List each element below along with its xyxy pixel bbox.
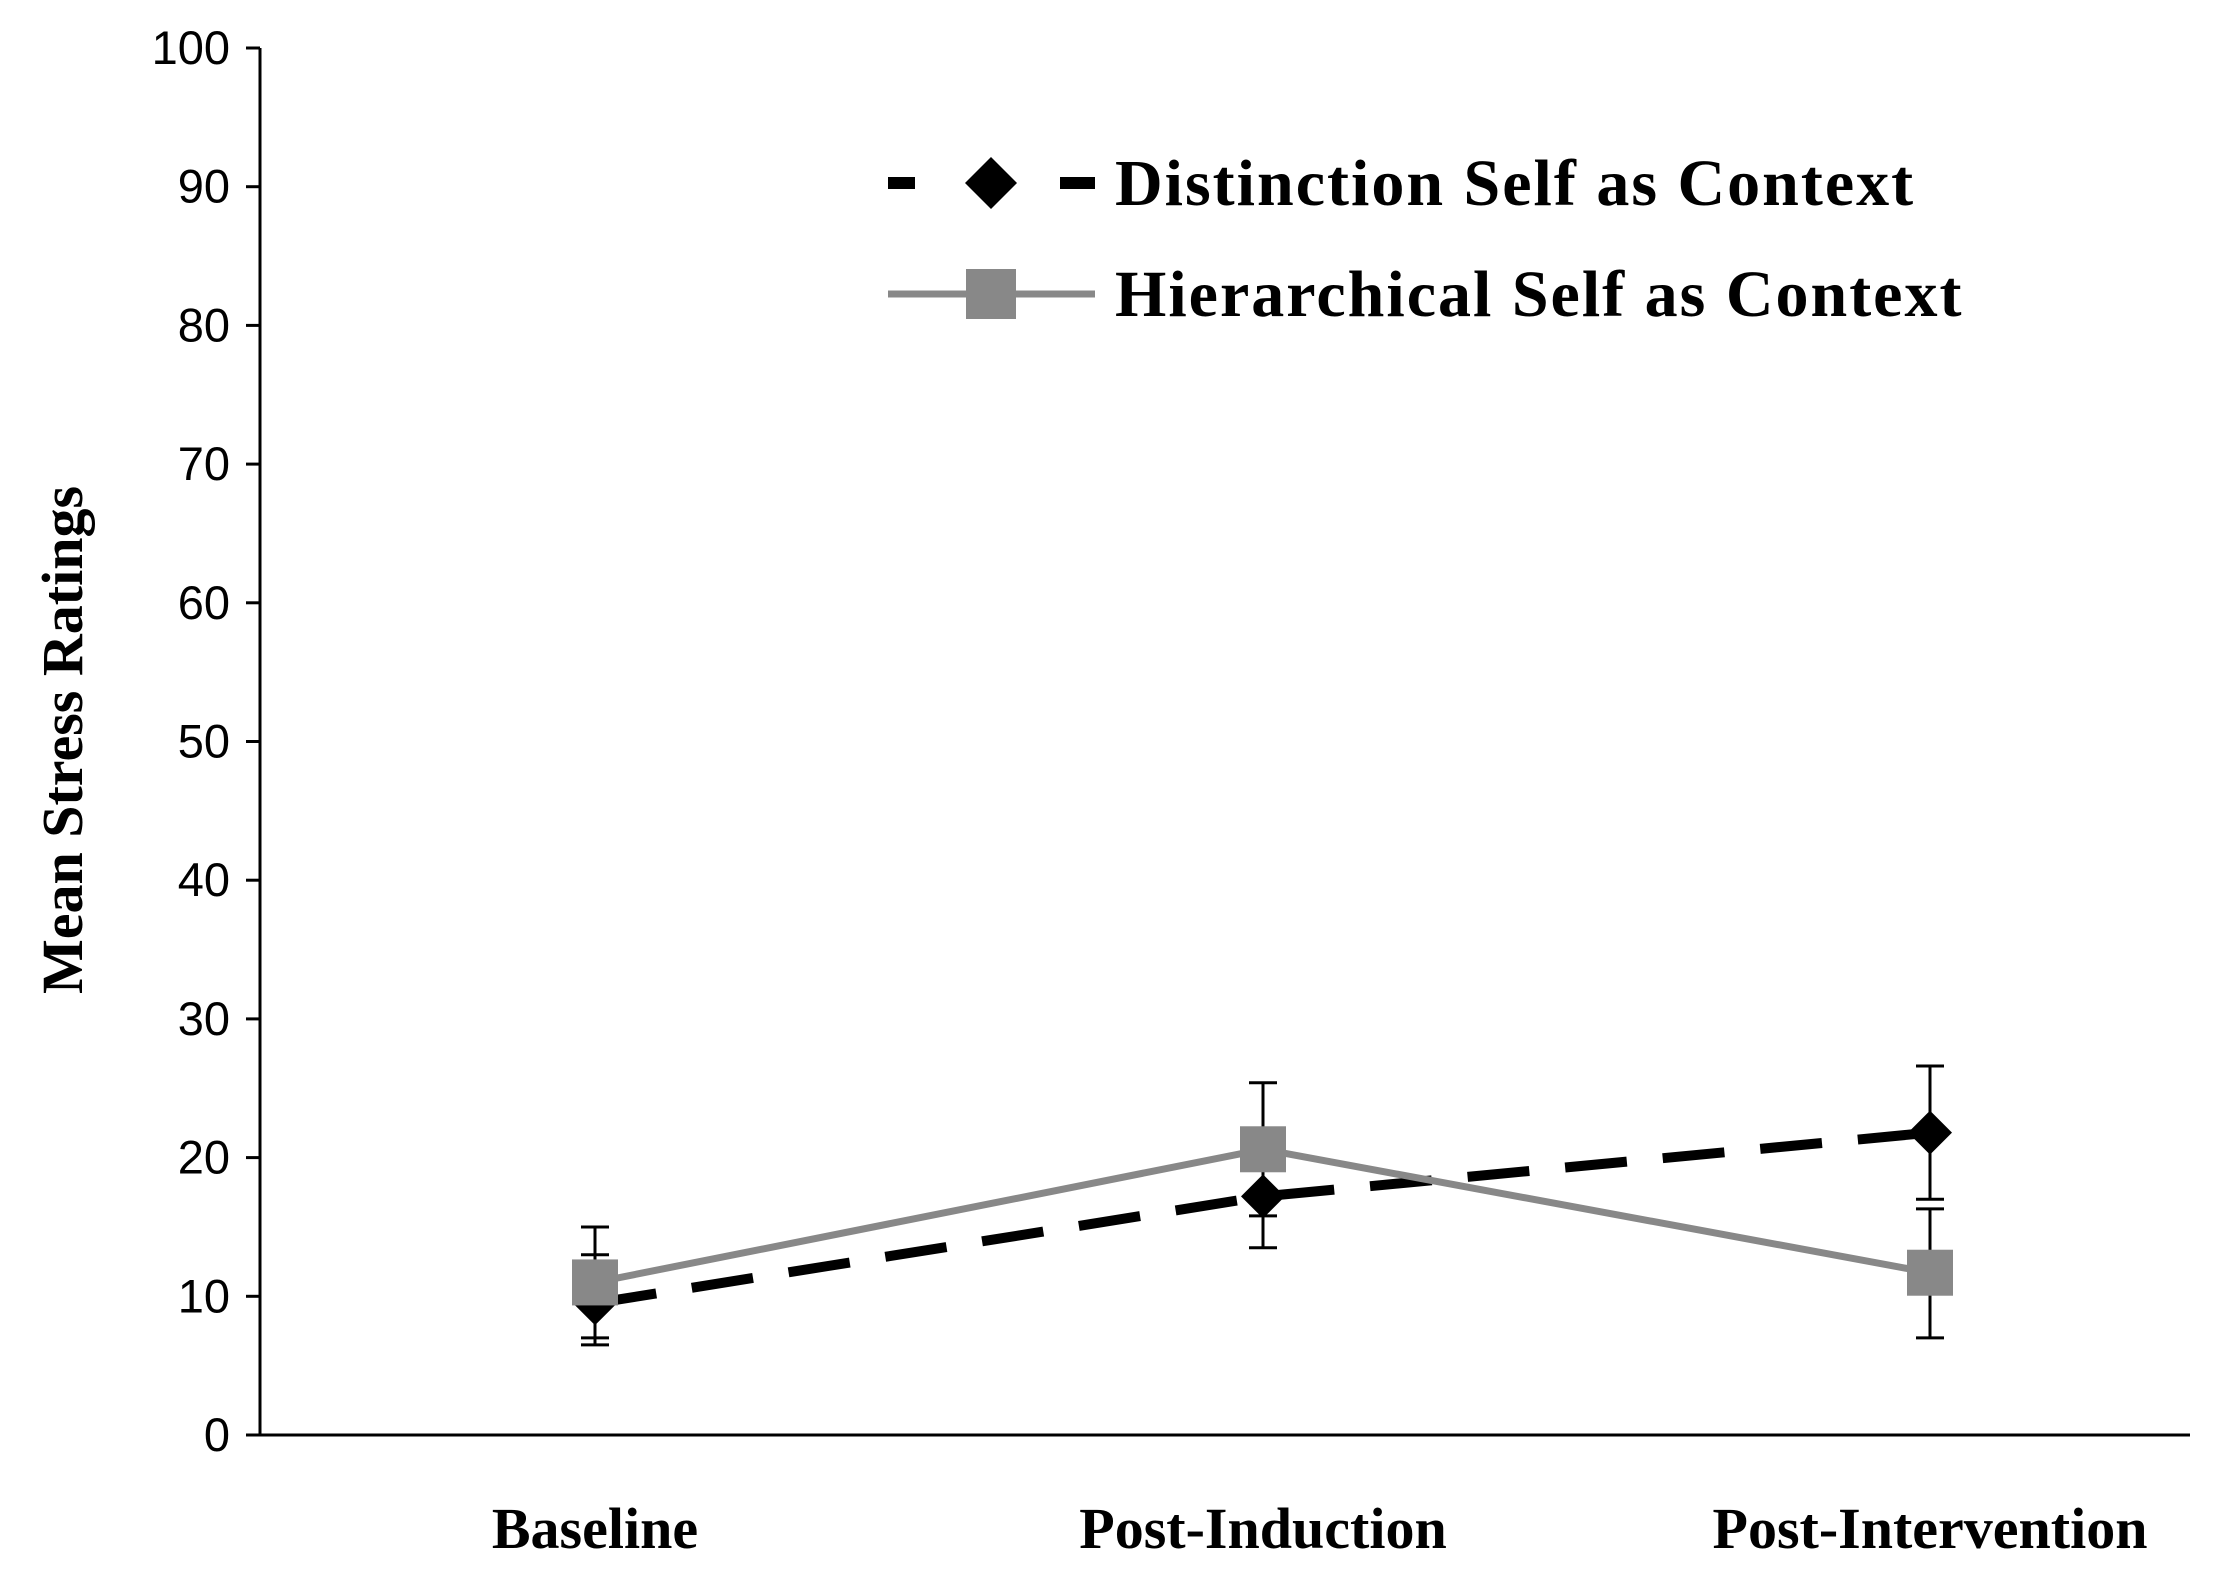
y-tick-label: 10 <box>178 1269 230 1322</box>
legend-label: Distinction Self as Context <box>1115 147 1915 220</box>
diamond-marker <box>965 157 1017 209</box>
x-category-label: Post-Intervention <box>1713 1496 2148 1561</box>
y-tick-label: 20 <box>178 1131 230 1184</box>
series-layer <box>572 1064 1953 1347</box>
y-axis-label: Mean Stress Ratings <box>30 486 95 994</box>
y-axis: 0 10 20 30 40 50 60 70 80 90 100 <box>152 21 262 1461</box>
y-tick-label: 40 <box>178 853 230 906</box>
y-tick-label: 50 <box>178 715 230 768</box>
series-line <box>594 1127 1931 1309</box>
legend-label: Hierarchical Self as Context <box>1115 258 1963 331</box>
y-tick-label: 0 <box>204 1408 230 1461</box>
legend: Distinction Self as Context Hierarchical … <box>888 147 1963 331</box>
square-marker <box>966 269 1016 319</box>
y-tick-label: 70 <box>178 437 230 490</box>
square-marker <box>572 1259 618 1306</box>
y-tick-label: 60 <box>178 576 230 629</box>
series-hierarchical <box>572 1081 1953 1340</box>
square-marker <box>1907 1249 1953 1296</box>
y-tick-label: 80 <box>178 298 230 351</box>
x-category-label: Post-Induction <box>1079 1496 1446 1561</box>
diamond-marker <box>1908 1110 1952 1155</box>
x-axis: Baseline Post-Induction Post-Intervention <box>260 1433 2190 1561</box>
square-marker <box>1240 1126 1286 1173</box>
y-tick-label: 90 <box>178 160 230 213</box>
y-tick-label: 100 <box>152 21 230 74</box>
legend-item-distinction: Distinction Self as Context <box>888 147 1915 220</box>
legend-item-hierarchical: Hierarchical Self as Context <box>888 258 1963 331</box>
y-tick-label: 30 <box>178 992 230 1045</box>
x-category-label: Baseline <box>492 1496 698 1561</box>
